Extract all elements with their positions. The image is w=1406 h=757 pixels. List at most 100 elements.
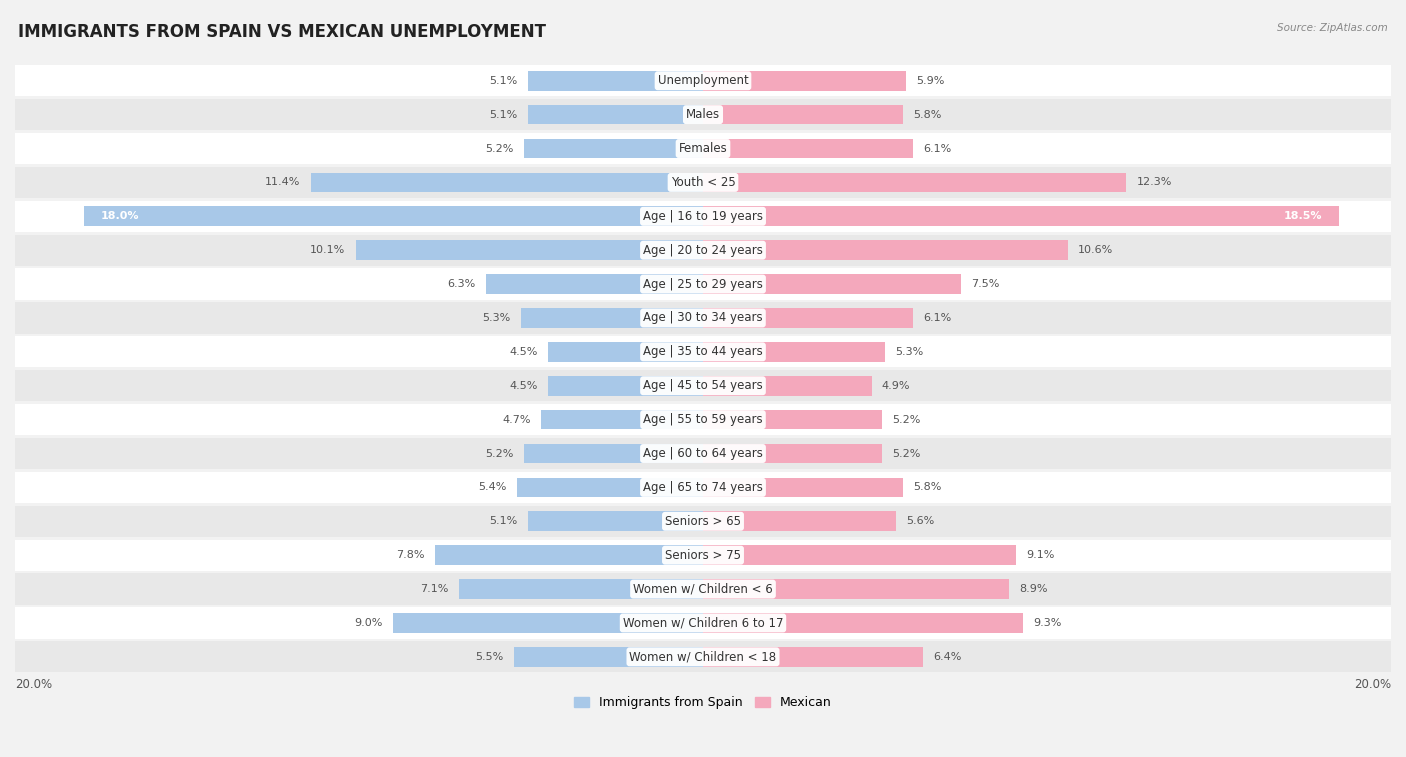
Bar [15,404,1391,435]
Text: 5.2%: 5.2% [893,448,921,459]
Bar [394,613,703,633]
Bar [15,269,1391,300]
Bar [703,342,886,362]
Text: 5.2%: 5.2% [893,415,921,425]
Bar [517,478,703,497]
Text: Women w/ Children < 6: Women w/ Children < 6 [633,583,773,596]
Text: 9.1%: 9.1% [1026,550,1054,560]
Bar [15,201,1391,232]
Bar [703,241,1067,260]
Text: 5.2%: 5.2% [485,144,513,154]
Bar [15,472,1391,503]
Bar [458,579,703,599]
Bar [703,376,872,396]
Text: 5.2%: 5.2% [485,448,513,459]
Legend: Immigrants from Spain, Mexican: Immigrants from Spain, Mexican [569,691,837,714]
Bar [15,574,1391,605]
Text: 18.5%: 18.5% [1284,211,1322,221]
Text: 5.8%: 5.8% [912,110,941,120]
Bar [15,540,1391,571]
Text: 4.5%: 4.5% [509,381,538,391]
Bar [703,410,882,429]
Bar [703,444,882,463]
Bar [703,207,1340,226]
Bar [524,444,703,463]
Text: 6.1%: 6.1% [924,144,952,154]
Bar [15,641,1391,672]
Text: Youth < 25: Youth < 25 [671,176,735,189]
Bar [527,512,703,531]
Bar [703,308,912,328]
Text: Women w/ Children 6 to 17: Women w/ Children 6 to 17 [623,616,783,630]
Text: 5.3%: 5.3% [896,347,924,357]
Bar [703,71,905,91]
Text: Males: Males [686,108,720,121]
Text: 4.5%: 4.5% [509,347,538,357]
Bar [703,613,1024,633]
Bar [15,235,1391,266]
Text: 5.8%: 5.8% [912,482,941,492]
Text: 20.0%: 20.0% [15,678,52,691]
Text: 8.9%: 8.9% [1019,584,1047,594]
Bar [524,139,703,158]
Text: Age | 60 to 64 years: Age | 60 to 64 years [643,447,763,460]
Bar [434,545,703,565]
Bar [15,302,1391,334]
Text: 5.1%: 5.1% [489,110,517,120]
Bar [703,139,912,158]
Text: 7.1%: 7.1% [420,584,449,594]
Bar [527,71,703,91]
Text: Unemployment: Unemployment [658,74,748,87]
Text: 5.5%: 5.5% [475,652,503,662]
Text: 9.0%: 9.0% [354,618,382,628]
Bar [703,173,1126,192]
Bar [527,104,703,124]
Text: 12.3%: 12.3% [1136,177,1171,188]
Bar [15,167,1391,198]
Text: 4.7%: 4.7% [502,415,531,425]
Text: Age | 25 to 29 years: Age | 25 to 29 years [643,278,763,291]
Bar [356,241,703,260]
Bar [15,133,1391,164]
Text: 10.1%: 10.1% [309,245,346,255]
Text: 5.9%: 5.9% [917,76,945,86]
Bar [486,274,703,294]
Bar [15,99,1391,130]
Bar [15,65,1391,96]
Bar [548,376,703,396]
Text: 6.4%: 6.4% [934,652,962,662]
Bar [15,506,1391,537]
Bar [15,607,1391,639]
Bar [15,370,1391,401]
Text: Source: ZipAtlas.com: Source: ZipAtlas.com [1277,23,1388,33]
Text: Age | 65 to 74 years: Age | 65 to 74 years [643,481,763,494]
Text: Women w/ Children < 18: Women w/ Children < 18 [630,650,776,663]
Text: 5.1%: 5.1% [489,76,517,86]
Text: Females: Females [679,142,727,155]
Text: 7.8%: 7.8% [396,550,425,560]
Text: 5.1%: 5.1% [489,516,517,526]
Bar [703,478,903,497]
Text: Age | 35 to 44 years: Age | 35 to 44 years [643,345,763,358]
Bar [703,579,1010,599]
Text: 20.0%: 20.0% [1354,678,1391,691]
Text: Age | 20 to 24 years: Age | 20 to 24 years [643,244,763,257]
Text: 7.5%: 7.5% [972,279,1000,289]
Bar [703,104,903,124]
Text: 6.1%: 6.1% [924,313,952,323]
Bar [703,647,924,667]
Bar [703,512,896,531]
Text: 5.4%: 5.4% [478,482,508,492]
Bar [513,647,703,667]
Text: Seniors > 75: Seniors > 75 [665,549,741,562]
Text: 11.4%: 11.4% [266,177,301,188]
Text: 4.9%: 4.9% [882,381,910,391]
Bar [703,545,1017,565]
Bar [84,207,703,226]
Bar [15,336,1391,367]
Text: Age | 55 to 59 years: Age | 55 to 59 years [643,413,763,426]
Text: Age | 45 to 54 years: Age | 45 to 54 years [643,379,763,392]
Text: 6.3%: 6.3% [447,279,477,289]
Text: 5.3%: 5.3% [482,313,510,323]
Bar [520,308,703,328]
